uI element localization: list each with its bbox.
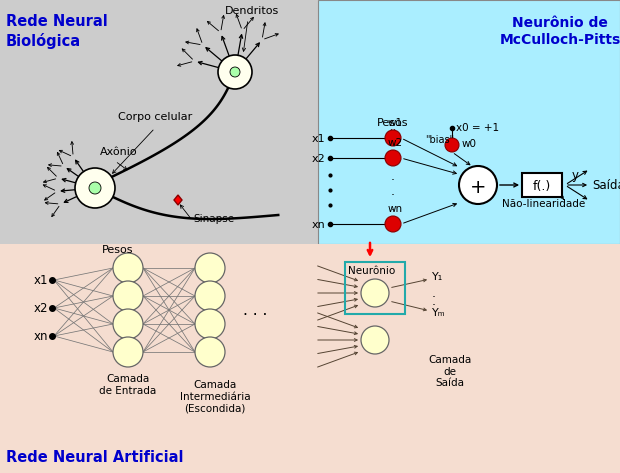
Bar	[0, 0, 318, 244]
Text: Pesos: Pesos	[102, 245, 134, 255]
Text: Dendritos: Dendritos	[225, 6, 279, 16]
Text: Camada
de Entrada: Camada de Entrada	[99, 374, 157, 395]
Text: Saída: Saída	[592, 178, 620, 192]
Bar	[0, 244, 620, 473]
Text: xn: xn	[33, 330, 48, 342]
Text: Yₘ: Yₘ	[432, 308, 446, 318]
Circle shape	[459, 166, 497, 204]
Circle shape	[195, 253, 225, 283]
Circle shape	[195, 337, 225, 367]
Text: .: .	[432, 287, 436, 299]
Text: y: y	[572, 168, 579, 182]
Text: Camada
Intermediária
(Escondida): Camada Intermediária (Escondida)	[180, 380, 250, 413]
Text: Corpo celular: Corpo celular	[118, 112, 192, 122]
Text: x2: x2	[311, 154, 325, 164]
Circle shape	[230, 67, 240, 77]
Circle shape	[89, 182, 101, 194]
Text: w0: w0	[462, 139, 477, 149]
Text: Sinapse: Sinapse	[193, 214, 234, 224]
Text: w1: w1	[388, 118, 402, 128]
Circle shape	[195, 281, 225, 311]
Circle shape	[385, 216, 401, 232]
Text: "bias": "bias"	[425, 135, 454, 145]
Text: wn: wn	[388, 204, 402, 214]
Circle shape	[385, 130, 401, 146]
Circle shape	[385, 150, 401, 166]
Circle shape	[75, 168, 115, 208]
Circle shape	[218, 55, 252, 89]
Text: xn: xn	[311, 220, 325, 230]
Circle shape	[113, 281, 143, 311]
Text: Pesos: Pesos	[377, 118, 409, 128]
Text: x1: x1	[311, 134, 325, 144]
Circle shape	[113, 253, 143, 283]
Text: .: .	[391, 184, 395, 198]
Circle shape	[361, 326, 389, 354]
Text: .: .	[432, 295, 436, 307]
Text: f(.): f(.)	[533, 179, 551, 193]
Text: x1: x1	[33, 273, 48, 287]
Text: Não-linearidade: Não-linearidade	[502, 199, 586, 209]
Text: Rede Neural
Biológica: Rede Neural Biológica	[6, 14, 108, 49]
Text: x2: x2	[33, 301, 48, 315]
Circle shape	[361, 279, 389, 307]
Circle shape	[445, 138, 459, 152]
Polygon shape	[174, 195, 182, 205]
Text: Y₁: Y₁	[432, 272, 443, 282]
Circle shape	[113, 309, 143, 339]
Circle shape	[195, 309, 225, 339]
Text: Camada
de
Saída: Camada de Saída	[428, 355, 472, 388]
Text: +: +	[470, 177, 486, 196]
Bar	[318, 0, 620, 244]
Text: x0 = +1: x0 = +1	[456, 123, 499, 133]
Text: .: .	[391, 200, 395, 212]
Text: w2: w2	[388, 138, 402, 148]
Text: . . .: . . .	[243, 303, 267, 317]
Circle shape	[113, 337, 143, 367]
Text: Neurônio de
McCulloch-Pitts: Neurônio de McCulloch-Pitts	[499, 16, 620, 47]
Bar	[522, 173, 562, 197]
Bar	[345, 262, 405, 314]
Text: .: .	[391, 169, 395, 183]
Text: Rede Neural Artificial: Rede Neural Artificial	[6, 450, 184, 465]
Text: Neurônio: Neurônio	[348, 266, 396, 276]
Text: Axônio: Axônio	[100, 147, 138, 157]
